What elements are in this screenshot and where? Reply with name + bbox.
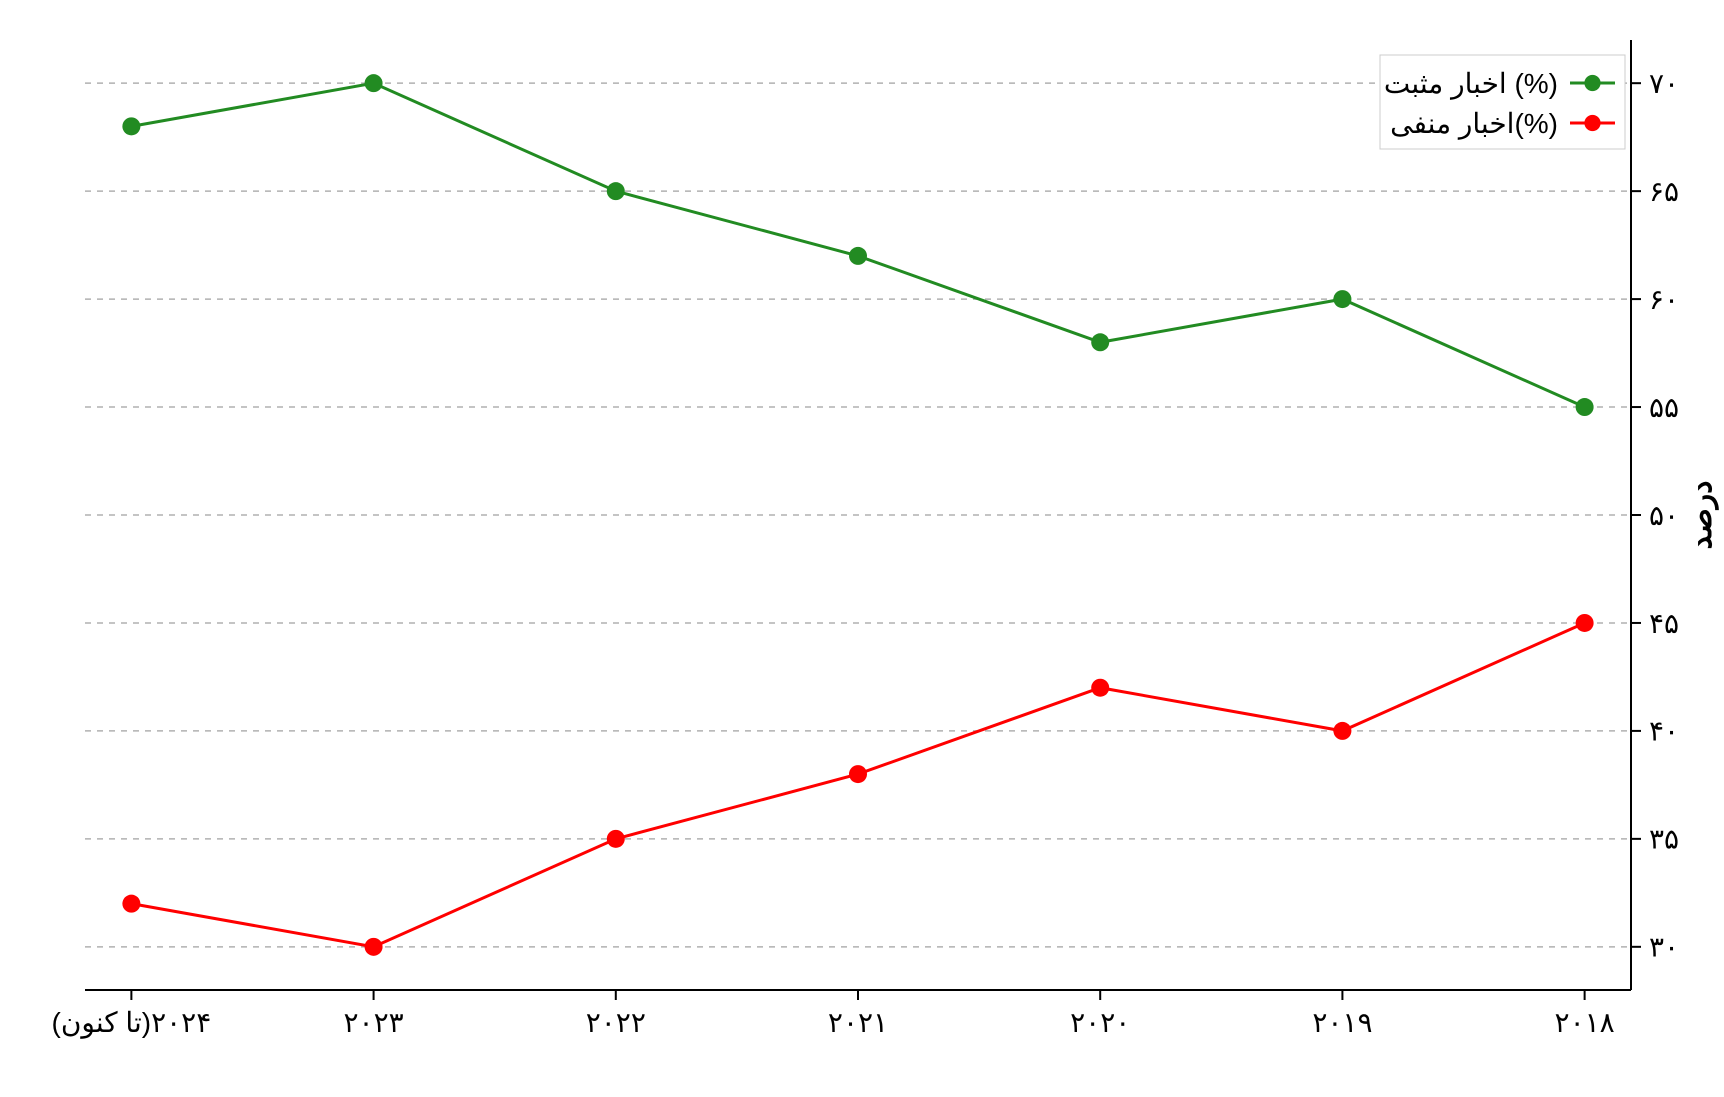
series-marker-positive <box>1333 290 1351 308</box>
series-marker-positive <box>1091 333 1109 351</box>
series-marker-negative <box>607 830 625 848</box>
y-tick-label: ۳۵ <box>1649 824 1679 855</box>
line-chart: ۳۰ ۳۵ ۴۰ ۴۵ ۵۰ ۵۵ ۶۰ ۶۵ ۷۰ درصد ۲۰۱۸ ۲۰۱۹ ۲۰۲۰ ۲۰۲۱ ۲۰… <box>0 0 1724 1097</box>
series-marker-positive <box>365 74 383 92</box>
x-tick-label: ۲۰۲۰ <box>1070 1007 1130 1038</box>
y-tick-label: ۵۵ <box>1649 392 1679 423</box>
y-tick-label: ۷۰ <box>1649 68 1679 99</box>
x-tick-label: ۲۰۱۹ <box>1312 1007 1372 1038</box>
series-marker-positive <box>1576 398 1594 416</box>
y-tick-label: ۶۰ <box>1649 284 1679 315</box>
series-marker-positive <box>122 117 140 135</box>
y-axis-label: درصد <box>1685 480 1719 549</box>
series-marker-negative <box>849 765 867 783</box>
x-tick-label: ۲۰۲۳ <box>344 1007 404 1038</box>
series-marker-negative <box>365 938 383 956</box>
x-tick-label: (تا کنون)۲۰۲۴ <box>52 1007 212 1039</box>
series-marker-negative <box>122 895 140 913</box>
series-marker-positive <box>849 247 867 265</box>
y-tick-label: ۶۵ <box>1649 176 1679 207</box>
series-marker-negative <box>1091 679 1109 697</box>
legend-marker-negative <box>1584 115 1600 131</box>
y-tick-label: ۴۰ <box>1649 716 1679 747</box>
chart-container: ۳۰ ۳۵ ۴۰ ۴۵ ۵۰ ۵۵ ۶۰ ۶۵ ۷۰ درصد ۲۰۱۸ ۲۰۱۹ ۲۰۲۰ ۲۰۲۱ ۲۰… <box>0 0 1724 1097</box>
series-marker-negative <box>1576 614 1594 632</box>
y-tick-label: ۵۰ <box>1649 500 1679 531</box>
legend-label-negative: اخبار منفی(%) <box>1390 108 1558 140</box>
x-tick-label: ۲۰۱۸ <box>1555 1007 1615 1038</box>
y-tick-label: ۴۵ <box>1649 608 1679 639</box>
series-marker-negative <box>1333 722 1351 740</box>
x-tick-label: ۲۰۲۱ <box>828 1007 888 1038</box>
legend-marker-positive <box>1584 75 1600 91</box>
legend-label-positive: اخبار مثبت (%) <box>1384 68 1558 100</box>
series-marker-positive <box>607 182 625 200</box>
x-tick-label: ۲۰۲۲ <box>586 1007 646 1038</box>
y-tick-label: ۳۰ <box>1649 932 1679 963</box>
